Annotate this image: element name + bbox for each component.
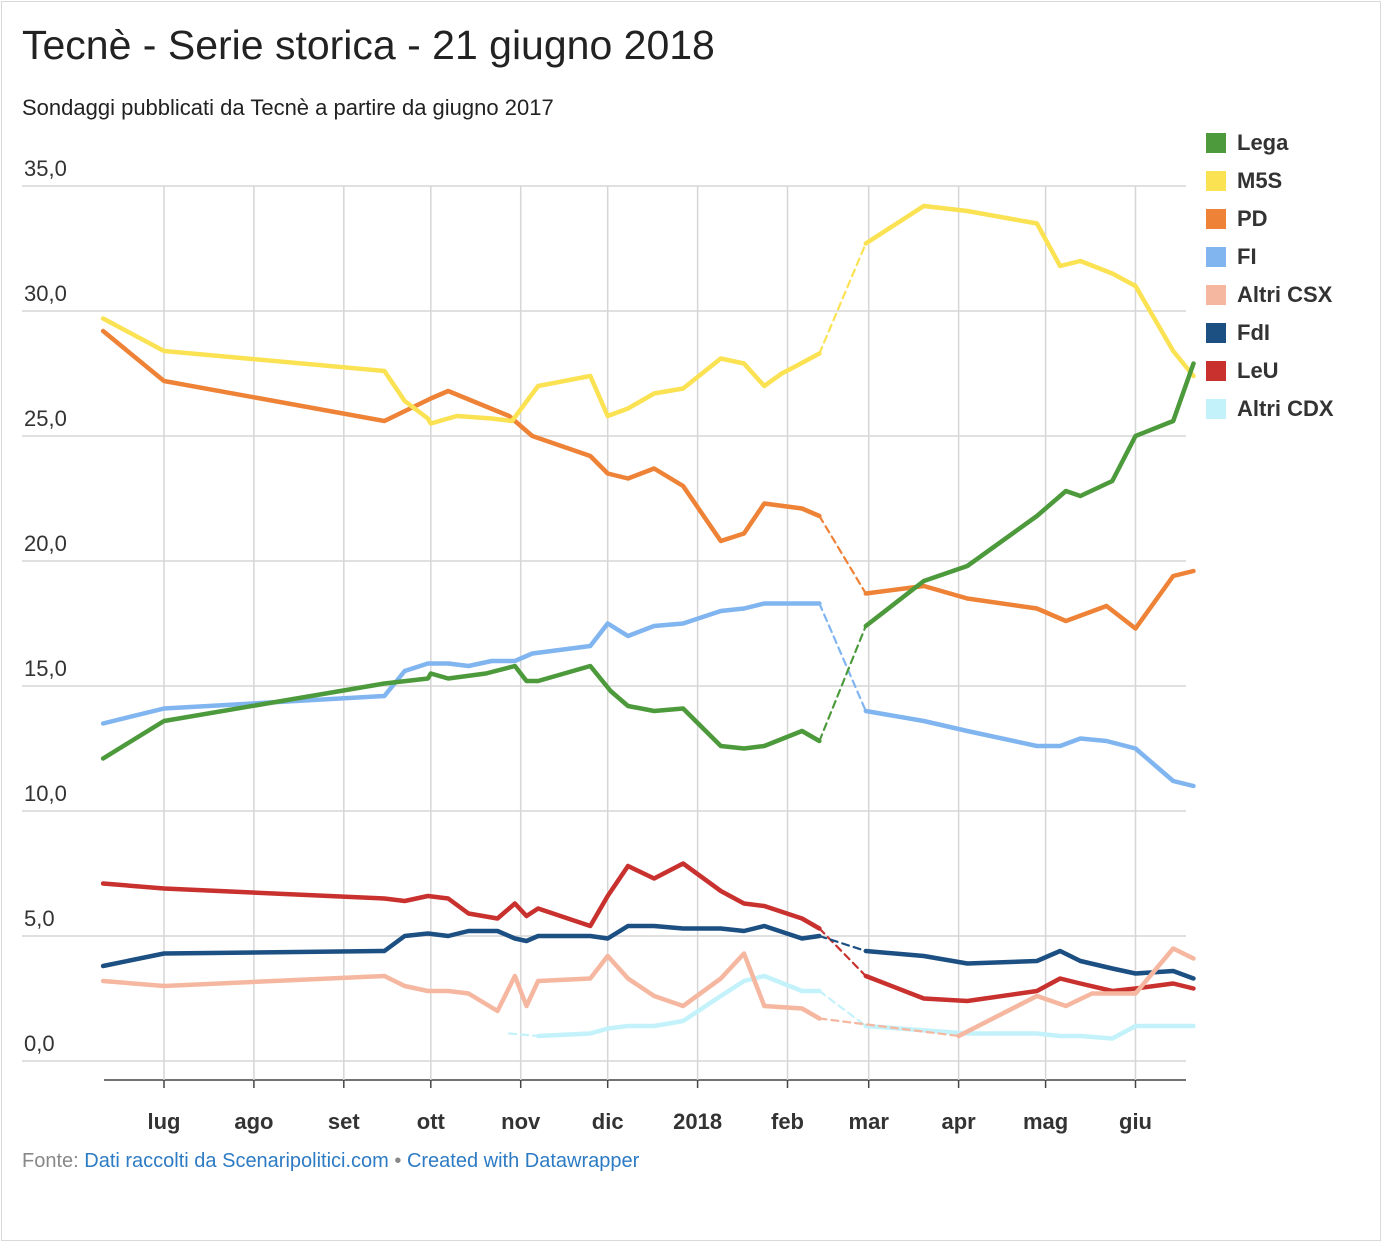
y-tick-label: 10,0 [24,781,67,806]
legend-label: Lega [1237,130,1289,155]
legend-label: LeU [1237,358,1279,383]
source-link[interactable]: Dati raccolti da Scenaripolitici.com [84,1150,389,1172]
line-pd-pre-election [100,328,822,544]
legend-swatch [1206,171,1226,191]
datawrapper-credit-link[interactable]: Created with Datawrapper [406,1150,640,1172]
series-leu [100,861,1196,1004]
chart-title: Tecnè - Serie storica - 21 giugno 2018 [22,22,715,68]
y-tick-label: 20,0 [24,531,67,556]
series-altri-cdx [508,973,1196,1041]
line-altri-cdx-pre-election [535,973,822,1039]
x-tick-label: set [328,1109,360,1134]
legend-swatch [1206,209,1226,229]
legend-label: FI [1237,244,1257,269]
legend: Lega M5S PD FI Altri CSX FdI LeU Altri CDX [1206,124,1334,428]
y-tick-label: 5,0 [24,906,55,931]
y-tick-label: 30,0 [24,281,67,306]
line-m5s-dashed [818,242,867,355]
line-altri-cdx-dashed-pre [508,1032,540,1038]
legend-swatch [1206,361,1226,381]
line-m5s-post-election [863,203,1196,379]
legend-item-altri-cdx: Altri CDX [1206,390,1334,428]
x-tick-label: mar [849,1109,890,1134]
chart-subtitle: Sondaggi pubblicati da Tecnè a partire d… [22,95,554,120]
footer-prefix: Fonte: [22,1150,85,1172]
legend-swatch [1206,323,1226,343]
legend-label: Altri CDX [1237,396,1334,421]
line-altri-csx-dashed [818,1017,960,1038]
x-tick-label: apr [941,1109,976,1134]
legend-swatch [1206,133,1226,153]
line-fdi-post-election [863,948,1196,981]
legend-swatch [1206,399,1226,419]
legend-swatch [1206,247,1226,267]
legend-item-pd: PD [1206,200,1334,238]
line-altri-csx-pre-election [100,951,822,1021]
y-tick-label: 25,0 [24,406,67,431]
legend-label: Altri CSX [1237,282,1333,307]
x-tick-label: ott [417,1109,446,1134]
series-lega [100,361,1196,761]
line-altri-cdx-post-election [863,1023,1196,1041]
y-axis-labels: 0,0 5,0 10,0 15,0 20,0 25,0 30,0 35,0 [24,156,67,1056]
legend-item-lega: Lega [1206,124,1334,162]
legend-item-m5s: M5S [1206,162,1334,200]
x-tick-label: lug [148,1109,181,1134]
legend-item-altri-csx: Altri CSX [1206,276,1334,314]
legend-swatch [1206,285,1226,305]
series-fdi [100,923,1196,981]
x-tick-label: dic [592,1109,624,1134]
y-tick-label: 15,0 [24,656,67,681]
y-tick-label: 0,0 [24,1031,55,1056]
line-lega-post-election [863,361,1196,629]
legend-item-fi: FI [1206,238,1334,276]
x-tick-label: 2018 [673,1109,722,1134]
line-leu-post-election [863,973,1196,1004]
series-altri-csx [100,946,1196,1039]
line-lega-pre-election [100,663,822,761]
line-altri-cdx-dashed [818,989,867,1028]
x-tick-label: mag [1023,1109,1068,1134]
footer: Fonte: Dati raccolti da Scenaripolitici.… [22,1150,639,1173]
series-fi [100,601,1196,789]
gridlines [22,185,1186,1088]
series-pd [100,328,1196,631]
legend-item-fdi: FdI [1206,314,1334,352]
x-axis-labels: lug ago set ott nov dic 2018 feb mar apr mag giu [148,1109,1153,1134]
series-m5s [100,203,1196,426]
line-fi-pre-election [100,601,822,726]
line-pd-dashed [818,514,867,595]
line-pd-post-election [863,568,1196,631]
y-tick-label: 35,0 [24,156,67,181]
line-fi-dashed [818,602,867,713]
line-lega-dashed [818,624,867,743]
legend-label: FdI [1237,320,1270,345]
line-fdi-pre-election [100,923,822,969]
legend-label: M5S [1237,168,1283,193]
line-fi-post-election [863,708,1196,789]
line-fdi-dashed [818,934,867,953]
line-altri-csx-post-election [956,946,1196,1039]
x-tick-label: giu [1119,1109,1152,1134]
legend-label: PD [1237,206,1268,231]
line-leu-pre-election [100,861,822,931]
series-lines [100,203,1196,1041]
footer-separator: • [388,1150,407,1172]
legend-item-leu: LeU [1206,352,1334,390]
x-tick-label: ago [234,1109,273,1134]
line-m5s-pre-election [100,316,822,426]
x-tick-label: feb [771,1109,804,1134]
line-leu-dashed [818,927,867,978]
x-tick-label: nov [501,1109,541,1134]
